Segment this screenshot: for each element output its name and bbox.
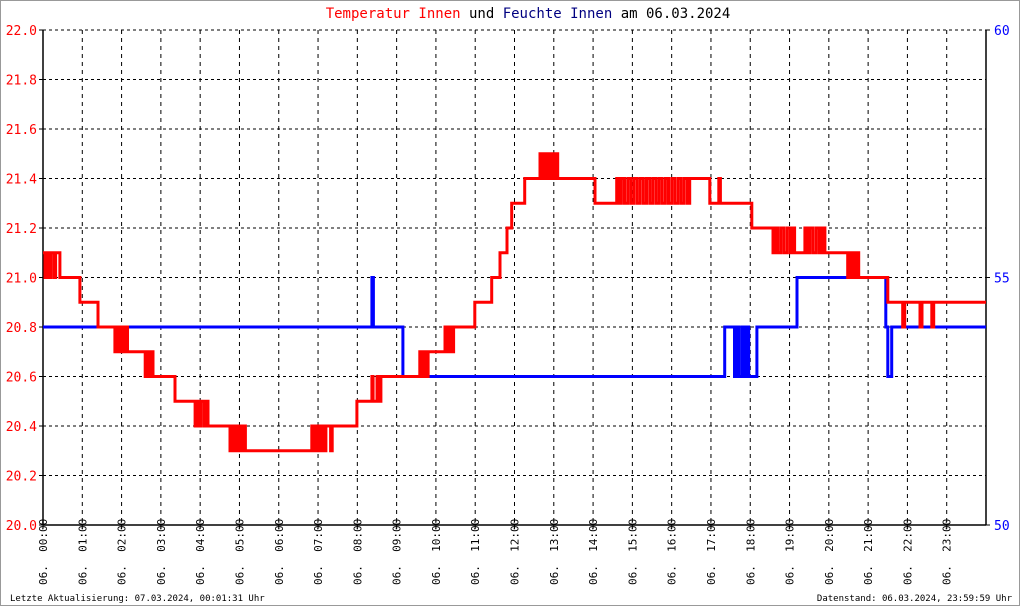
y-left-tick-label: 21.8 (6, 74, 37, 89)
x-tick-label: 06. 08:00 (351, 519, 364, 585)
x-tick-label: 06. 01:00 (76, 519, 89, 585)
y-left-tick-label: 21.0 (6, 272, 37, 287)
axes (39, 29, 990, 529)
x-tick-label: 06. 19:00 (784, 519, 797, 585)
y-left-tick-label: 22.0 (6, 24, 37, 39)
y-right-tick-label: 60 (994, 24, 1010, 39)
x-tick-label: 06. 21:00 (862, 519, 875, 585)
footer-last-update: Letzte Aktualisierung: 07.03.2024, 00:01… (10, 594, 265, 604)
tick-labels: 20.0 20.2 20.4 20.6 20.8 21.0 21.2 21.4 21.6 21.8… (6, 24, 1010, 585)
grid (43, 29, 986, 525)
series-line-temperature (43, 152, 986, 453)
y-left-tick-label: 20.2 (6, 470, 37, 485)
x-tick-label: 06. 23:00 (941, 519, 954, 585)
x-tick-label: 06. 17:00 (705, 519, 718, 585)
y-left-tick-label: 20.4 (6, 420, 37, 435)
y-left-tick-label: 20.6 (6, 371, 37, 386)
x-tick-label: 06. 00:00 (37, 519, 50, 585)
y-right-tick-label: 50 (994, 519, 1010, 534)
x-tick-label: 06. 11:00 (469, 519, 482, 585)
series-layer (43, 152, 986, 453)
x-tick-label: 06. 02:00 (116, 519, 129, 585)
footer-data-status: Datenstand: 06.03.2024, 23:59:59 Uhr (817, 594, 1013, 604)
x-tick-label: 06. 09:00 (391, 519, 404, 585)
x-tick-label: 06. 18:00 (744, 519, 757, 585)
y-left-tick-label: 20.0 (6, 519, 37, 534)
x-tick-label: 06. 06:00 (273, 519, 286, 585)
x-tick-label: 06. 22:00 (901, 519, 914, 585)
y-left-tick-label: 20.8 (6, 321, 37, 336)
x-tick-label: 06. 04:00 (194, 519, 207, 585)
title-part: Temperatur Innen (326, 6, 461, 22)
chart-title: Temperatur Innen und Feuchte Innen am 06… (326, 6, 731, 22)
title-part: Feuchte Innen (503, 6, 613, 22)
x-tick-label: 06. 13:00 (548, 519, 561, 585)
x-tick-label: 06. 05:00 (233, 519, 246, 585)
x-tick-label: 06. 12:00 (509, 519, 522, 585)
title-part: und (461, 6, 503, 22)
x-tick-label: 06. 03:00 (155, 519, 168, 585)
x-tick-label: 06. 10:00 (430, 519, 443, 585)
x-tick-label: 06. 14:00 (587, 519, 600, 585)
x-tick-label: 06. 16:00 (666, 519, 679, 585)
x-tick-label: 06. 15:00 (626, 519, 639, 585)
y-left-tick-label: 21.4 (6, 173, 37, 188)
x-tick-label: 06. 20:00 (823, 519, 836, 585)
y-left-tick-label: 21.2 (6, 222, 37, 237)
y-right-tick-label: 55 (994, 272, 1010, 287)
x-tick-label: 06. 07:00 (312, 519, 325, 585)
series-line-humidity (43, 276, 986, 378)
y-left-tick-label: 21.6 (6, 123, 37, 138)
title-part: am 06.03.2024 (612, 6, 730, 22)
